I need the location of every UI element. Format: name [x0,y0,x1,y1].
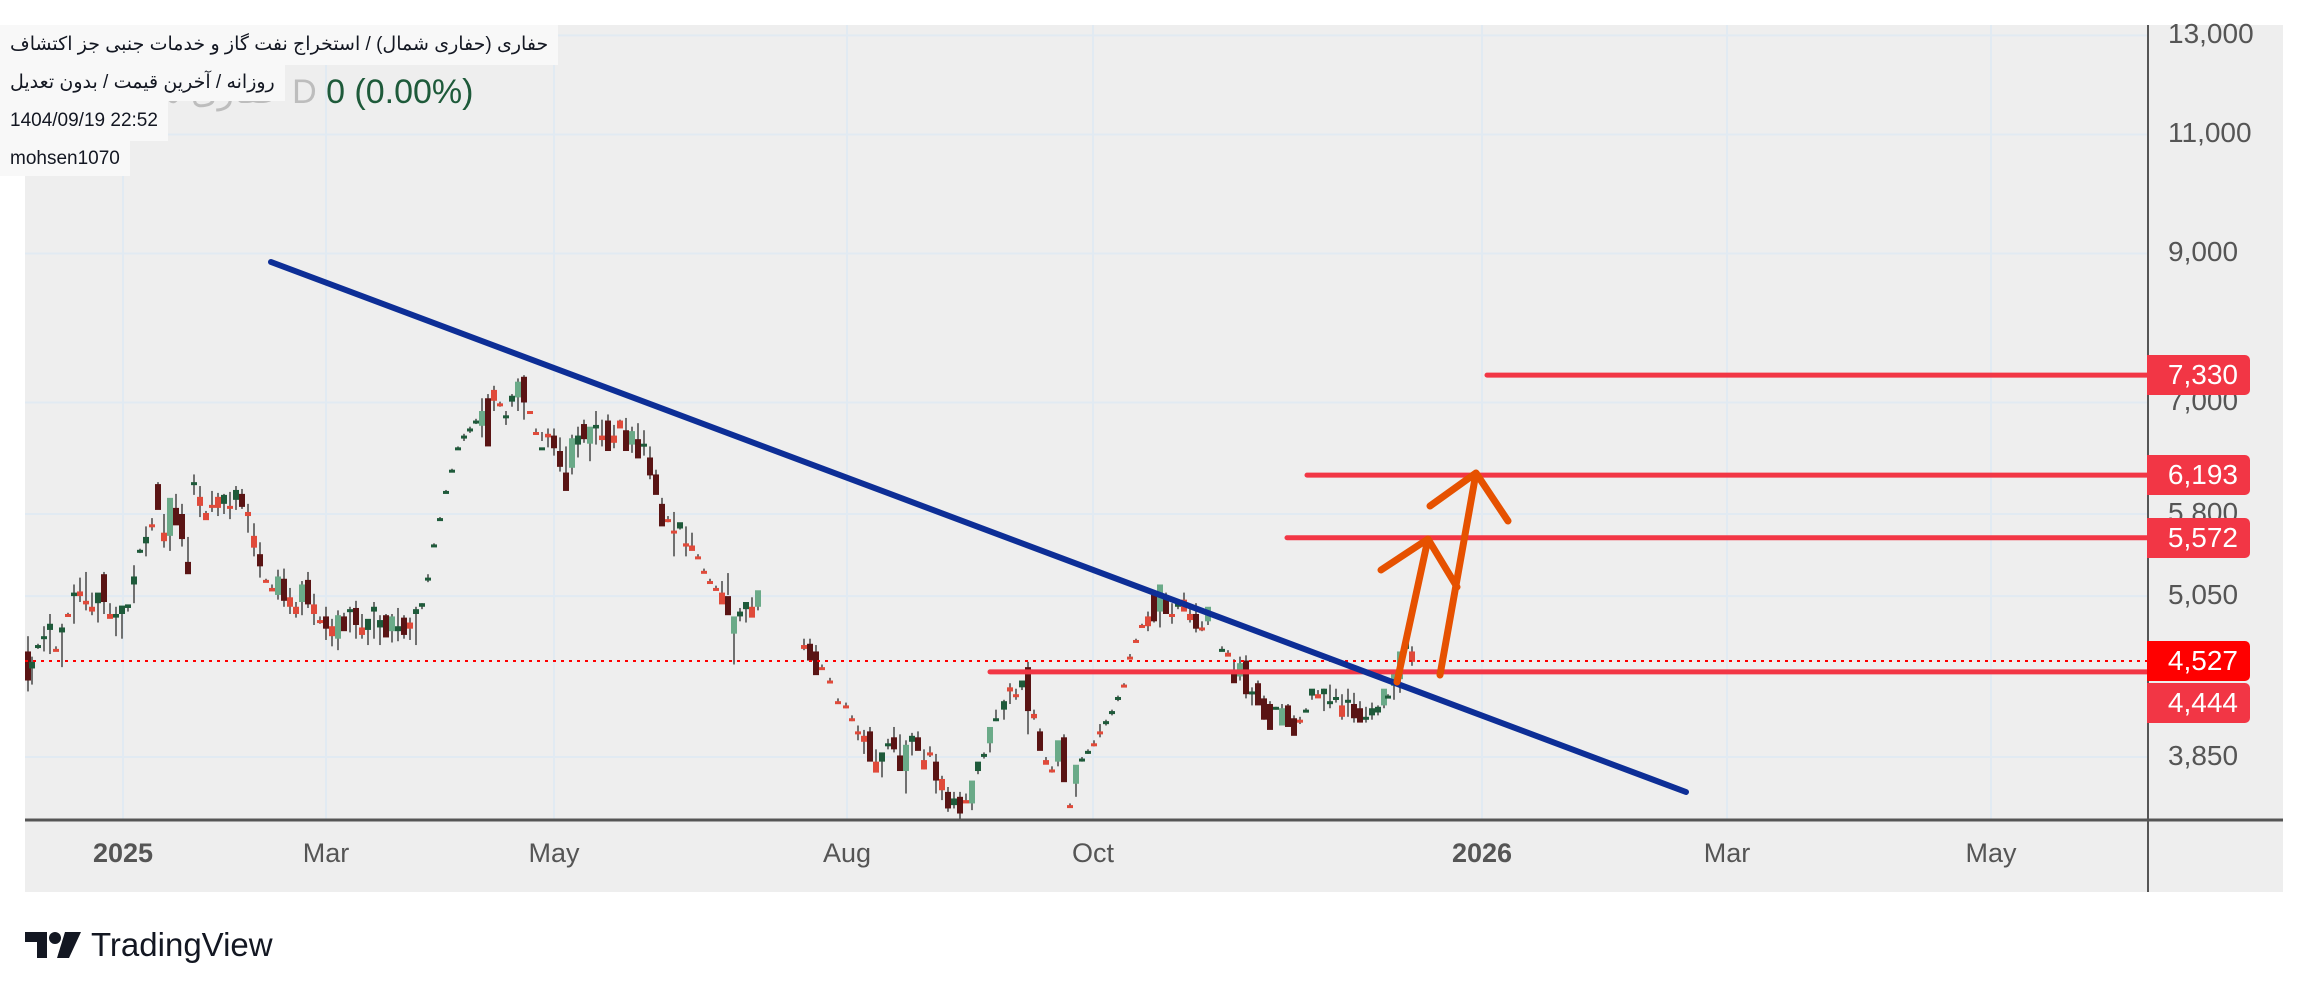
tradingview-logo-icon [25,932,81,958]
price-tick-label: 11,000 [2168,117,2252,149]
price-tag-6193: 6,193 [2147,455,2250,496]
time-tick-label: May [1965,838,2017,868]
time-tick-label: May [528,838,580,868]
arrow-up-icon[interactable] [1377,535,1461,686]
time-tick-label: Mar [302,838,350,868]
price-tick-label: 3,850 [2168,740,2239,771]
chart-pane[interactable]: 1 حفاری شمال D 0 (0.00%) [25,25,2283,892]
horizontal-levels[interactable] [987,372,2151,675]
tradingview-logo[interactable]: TradingView [25,926,273,964]
candlestick-series [25,375,1415,821]
time-tick-label: Mar [1703,838,1751,868]
arrow-up-icon[interactable] [1426,469,1512,679]
price-tag-5572: 5,572 [2147,517,2250,558]
author-name: mohsen1070 [0,141,130,176]
grid-lines [25,25,2148,820]
legend-change: 0 (0.00%) [326,73,474,111]
time-tick-label: 2026 [1451,838,1513,868]
time-tick-label: 2025 [92,838,154,868]
price-tag-4527: 4,527 [2147,641,2250,681]
chart-canvas[interactable] [25,25,2283,892]
time-tick-label: Aug [822,838,872,868]
price-tick-label: 13,000 [2168,18,2254,50]
price-tag-7330: 7,330 [2147,355,2250,396]
brand-name: TradingView [91,926,273,963]
timestamp: 1404/09/19 22:52 [0,101,168,141]
downtrend-line[interactable] [268,259,1689,795]
price-tag-4444: 4,444 [2147,683,2250,723]
target-arrows[interactable] [1377,469,1512,686]
time-tick-label: Oct [1071,838,1115,868]
symbol-title: حفاری (حفاری شمال) / استخراج نفت گاز و خ… [0,25,559,65]
price-tick-label: 9,000 [2168,236,2239,268]
chart-settings: روزانه / آخرین قیمت / بدون تعدیل [0,65,285,101]
price-tick-label: 5,050 [2168,579,2239,611]
